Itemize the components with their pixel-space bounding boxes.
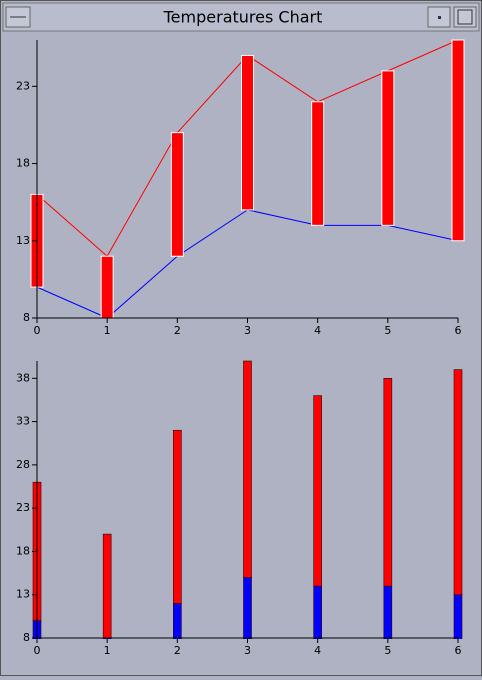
y-tick-label: 23 (16, 79, 30, 92)
range-bar (451, 39, 465, 242)
y-tick-label: 13 (16, 234, 30, 247)
y-tick-label: 33 (16, 415, 30, 428)
y-tick-label: 18 (16, 544, 30, 557)
range-bar (381, 70, 395, 226)
y-tick-label: 18 (16, 157, 30, 170)
x-tick-label: 0 (34, 324, 41, 337)
title-bar (2, 2, 480, 32)
minimize-icon (438, 16, 441, 19)
x-tick-label: 6 (455, 324, 462, 337)
range-bar (241, 54, 254, 211)
x-tick-label: 0 (34, 644, 41, 657)
x-tick-label: 1 (104, 324, 111, 337)
x-tick-label: 3 (244, 324, 251, 337)
y-tick-label: 38 (16, 371, 30, 384)
window-title: Temperatures Chart (163, 8, 323, 27)
range-bar (311, 101, 325, 226)
y-tick-label: 28 (16, 458, 30, 471)
y-tick-label: 8 (23, 311, 30, 324)
bar-segment (453, 369, 463, 596)
x-tick-label: 2 (174, 324, 181, 337)
range-bar (170, 132, 184, 257)
bar-segment (243, 360, 252, 578)
x-tick-label: 2 (174, 644, 181, 657)
bar-segment (102, 533, 112, 639)
x-tick-label: 6 (455, 644, 462, 657)
bar-segment (383, 378, 393, 587)
x-tick-label: 1 (104, 644, 111, 657)
y-tick-label: 23 (16, 501, 30, 514)
x-tick-label: 3 (244, 644, 251, 657)
x-tick-label: 4 (314, 324, 321, 337)
y-tick-label: 8 (23, 631, 30, 644)
x-tick-label: 5 (384, 324, 391, 337)
maximize-button[interactable] (453, 6, 477, 28)
bar-segment (313, 395, 322, 587)
bar-segment (173, 429, 182, 604)
maximize-icon (457, 9, 473, 25)
range-bar (100, 255, 114, 319)
x-tick-label: 5 (384, 644, 391, 657)
x-tick-label: 4 (314, 644, 321, 657)
y-tick-label: 13 (16, 588, 30, 601)
plot (30, 39, 465, 319)
